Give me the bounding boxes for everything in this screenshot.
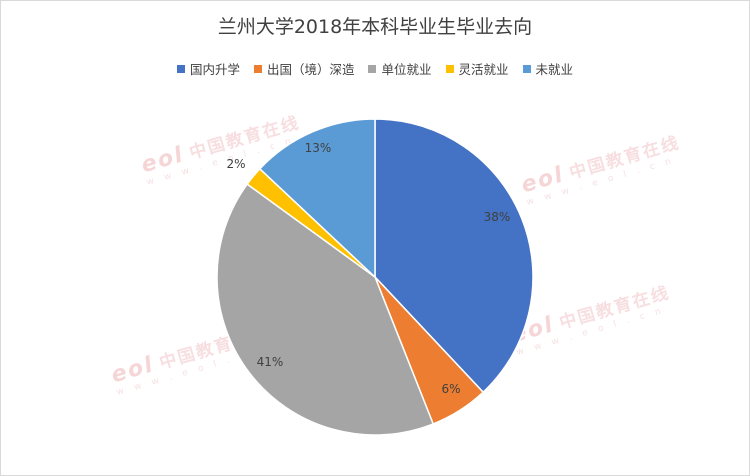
slice-data-label: 2% [226,157,245,171]
legend-label: 灵活就业 [458,62,509,77]
pie-slice [258,118,376,279]
legend-item: 未就业 [522,59,574,78]
legend-label: 国内升学 [189,62,240,77]
legend-swatch [253,64,262,73]
slice-data-label: 41% [257,355,284,369]
chart-legend: 国内升学 出国（境）深造 单位就业 灵活就业 未就业 [0,59,750,78]
legend-item: 单位就业 [368,59,432,78]
legend-label: 单位就业 [381,62,432,77]
pie-slice [216,183,435,436]
legend-swatch [445,64,454,73]
legend-item: 灵活就业 [445,59,509,78]
slice-data-label: 6% [441,382,460,396]
legend-swatch [176,64,185,73]
legend-label: 出国（境）深造 [266,62,355,77]
chart-title: 兰州大学2018年本科毕业生毕业去向 [217,16,533,38]
legend-item: 出国（境）深造 [253,59,355,78]
legend-swatch [368,64,377,73]
slice-data-label: 38% [484,210,511,224]
legend-label: 未就业 [535,62,574,77]
legend-swatch [522,64,531,73]
pie-slice [374,118,534,394]
slice-data-label: 13% [305,141,332,155]
legend-item: 国内升学 [176,59,240,78]
